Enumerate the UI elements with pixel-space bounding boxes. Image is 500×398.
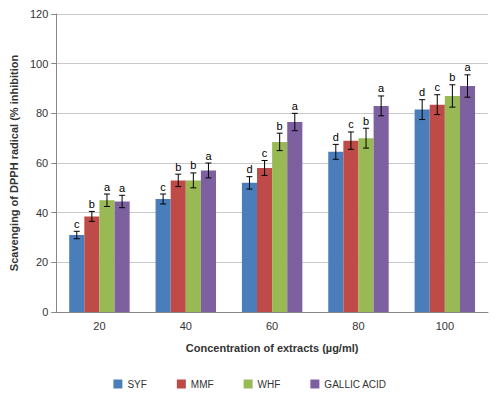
svg-text:GALLIC ACID: GALLIC ACID xyxy=(324,379,386,390)
svg-text:b: b xyxy=(277,120,283,132)
svg-text:c: c xyxy=(160,181,166,193)
svg-text:100: 100 xyxy=(436,320,454,332)
svg-text:SYF: SYF xyxy=(127,379,146,390)
svg-text:60: 60 xyxy=(36,157,48,169)
svg-text:0: 0 xyxy=(42,306,48,318)
svg-text:d: d xyxy=(419,86,425,98)
svg-text:c: c xyxy=(262,147,268,159)
svg-text:a: a xyxy=(119,182,126,194)
svg-text:a: a xyxy=(104,181,111,193)
svg-text:a: a xyxy=(464,61,471,73)
svg-text:20: 20 xyxy=(36,256,48,268)
svg-text:a: a xyxy=(378,82,385,94)
svg-text:c: c xyxy=(348,118,354,130)
svg-text:Concentration of extracts (µg/: Concentration of extracts (µg/ml) xyxy=(186,342,359,354)
svg-text:b: b xyxy=(190,159,196,171)
svg-text:MMF: MMF xyxy=(191,379,214,390)
svg-text:d: d xyxy=(246,163,252,175)
svg-text:40: 40 xyxy=(180,320,192,332)
svg-text:80: 80 xyxy=(36,107,48,119)
svg-text:a: a xyxy=(292,100,299,112)
svg-text:60: 60 xyxy=(266,320,278,332)
svg-text:WHF: WHF xyxy=(258,379,281,390)
svg-text:d: d xyxy=(333,131,339,143)
svg-text:20: 20 xyxy=(93,320,105,332)
svg-text:c: c xyxy=(74,218,80,230)
svg-text:c: c xyxy=(435,81,441,93)
svg-text:80: 80 xyxy=(352,320,364,332)
svg-text:b: b xyxy=(363,115,369,127)
svg-text:120: 120 xyxy=(30,8,48,20)
svg-text:b: b xyxy=(89,198,95,210)
svg-text:100: 100 xyxy=(30,58,48,70)
svg-text:b: b xyxy=(175,161,181,173)
svg-text:b: b xyxy=(449,71,455,83)
svg-text:40: 40 xyxy=(36,207,48,219)
svg-text:Scavenging of DPPH radical (%: Scavenging of DPPH radical (% inhibition xyxy=(8,55,20,272)
svg-text:a: a xyxy=(205,150,212,162)
